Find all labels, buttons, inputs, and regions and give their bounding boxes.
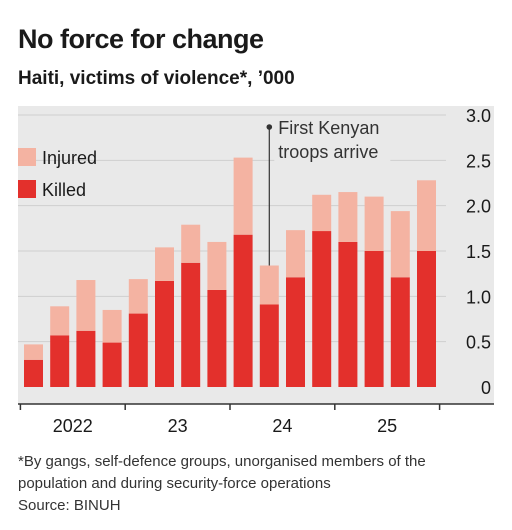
bar-killed bbox=[390, 277, 410, 387]
annotation-label-line2: troops arrive bbox=[278, 142, 378, 162]
bar-killed bbox=[76, 330, 96, 387]
source-note: Source: BINUH bbox=[18, 497, 121, 514]
bar-killed bbox=[50, 335, 70, 387]
bars bbox=[24, 157, 436, 387]
bar-killed bbox=[233, 234, 253, 387]
annotation-label-line1: First Kenyan bbox=[278, 118, 379, 138]
bar-injured bbox=[50, 306, 70, 336]
y-tick-label: 1.5 bbox=[466, 242, 491, 262]
legend-swatch-injured bbox=[18, 148, 36, 166]
plot-background bbox=[18, 106, 494, 404]
annotation-label-background bbox=[274, 140, 391, 162]
footnote: *By gangs, self-defence groups, unorgani… bbox=[18, 453, 426, 492]
bar-injured bbox=[417, 180, 436, 251]
y-tick-label: 2.5 bbox=[466, 151, 491, 171]
bar-killed bbox=[155, 280, 174, 387]
legend-label-killed: Killed bbox=[42, 180, 86, 200]
bar-injured bbox=[338, 192, 358, 242]
chart-subtitle: Haiti, victims of violence*, ’000 bbox=[18, 68, 295, 89]
legend-label-injured: Injured bbox=[42, 148, 97, 168]
bar-injured bbox=[390, 211, 410, 278]
bar-killed bbox=[207, 289, 227, 387]
y-tick-label: 3.0 bbox=[466, 106, 491, 126]
bar-injured bbox=[286, 230, 305, 278]
bar-killed bbox=[286, 277, 305, 387]
annotation-dot bbox=[266, 124, 273, 130]
x-axis-ticks: 2022 23 24 25 bbox=[19, 404, 441, 436]
bar-killed bbox=[259, 304, 279, 387]
bar-injured bbox=[128, 279, 148, 314]
y-tick-label: 2.0 bbox=[466, 197, 491, 217]
y-tick-label: 0.5 bbox=[466, 333, 491, 353]
bar-injured bbox=[102, 309, 122, 343]
legend: Injured Killed bbox=[18, 148, 97, 200]
x-tick-label: 23 bbox=[168, 416, 188, 436]
bar-injured bbox=[181, 224, 201, 263]
bar-killed bbox=[128, 313, 148, 387]
bar-injured bbox=[364, 196, 384, 251]
x-tick-label: 2022 bbox=[53, 416, 93, 436]
bar-injured bbox=[233, 157, 253, 235]
bar-killed bbox=[338, 241, 358, 387]
bar-killed bbox=[312, 231, 332, 387]
bar-killed bbox=[417, 251, 436, 387]
bar-killed bbox=[102, 342, 122, 387]
y-tick-label: 1.0 bbox=[466, 287, 491, 307]
y-tick-label: 0 bbox=[481, 378, 491, 398]
bar-injured bbox=[207, 241, 227, 290]
y-axis-tick-labels: 3.0 2.5 2.0 1.5 1.0 0.5 0 bbox=[466, 106, 491, 398]
bar-injured bbox=[259, 265, 279, 305]
chart-title: No force for change bbox=[18, 24, 264, 54]
legend-swatch-killed bbox=[18, 180, 36, 198]
bar-killed bbox=[24, 359, 43, 387]
bar-killed bbox=[364, 251, 384, 387]
stacked-bar-chart: First Kenyan troops arrive Injured Kille… bbox=[18, 106, 494, 436]
x-tick-label: 25 bbox=[377, 416, 397, 436]
bar-injured bbox=[24, 344, 43, 360]
annotation: First Kenyan troops arrive bbox=[266, 118, 391, 266]
x-tick-label: 24 bbox=[272, 416, 292, 436]
bar-killed bbox=[181, 262, 201, 387]
bar-injured bbox=[76, 280, 96, 331]
bar-injured bbox=[155, 247, 174, 281]
bar-injured bbox=[312, 194, 332, 232]
